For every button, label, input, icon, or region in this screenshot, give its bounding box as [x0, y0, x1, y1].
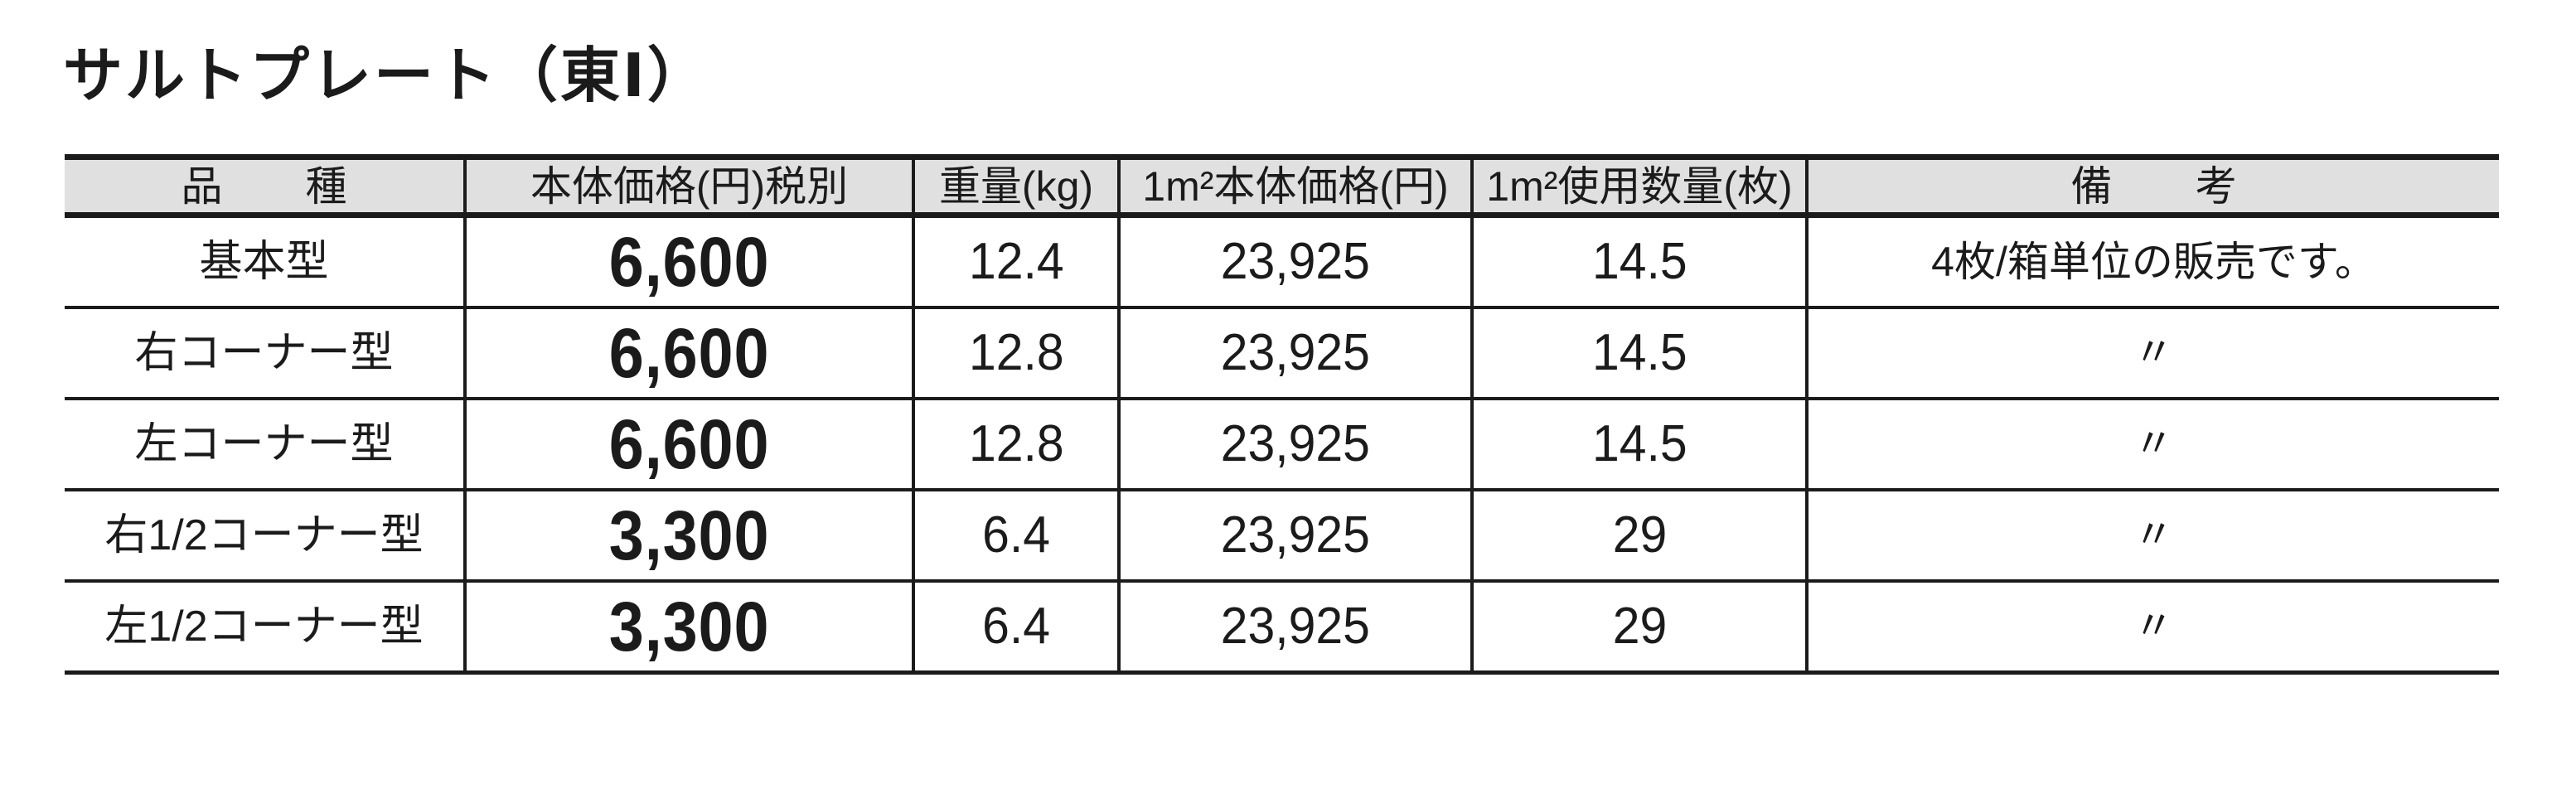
price-value: 6,600 — [608, 314, 770, 392]
weight-cell: 12.8 — [912, 307, 1119, 400]
price-value: 3,300 — [608, 588, 770, 666]
remarks-cell: 4枚/箱単位の販売です。 — [1805, 215, 2499, 309]
col-header-type: 品 種 — [65, 154, 465, 218]
remarks-cell: 〃 — [1805, 490, 2499, 583]
price-value: 6,600 — [608, 223, 770, 301]
pieces-per-sqm-value: 14.5 — [1591, 233, 1687, 290]
table-row: 右コーナー型 6,600 12.8 23,925 14.5 〃 — [65, 307, 2499, 400]
price-per-sqm-cell: 23,925 — [1117, 581, 1472, 675]
remarks-cell: 〃 — [1805, 399, 2499, 491]
pieces-per-sqm-cell: 14.5 — [1470, 307, 1807, 400]
table-row: 基本型 6,600 12.4 23,925 14.5 4枚/箱単位の販売です。 — [65, 215, 2499, 309]
price-cell: 6,600 — [463, 215, 913, 309]
pieces-per-sqm-value: 29 — [1612, 598, 1667, 655]
col-header-pieces-per-sqm: 1m²使用数量(枚) — [1470, 154, 1807, 218]
weight-value: 6.4 — [982, 598, 1050, 655]
weight-value: 6.4 — [982, 506, 1050, 564]
col-header-price-per-sqm: 1m²本体価格(円) — [1117, 154, 1472, 218]
header-row: 品 種 本体価格(円)税別 重量(kg) 1m²本体価格(円) 1m²使用数量(… — [65, 154, 2499, 218]
price-per-sqm-value: 23,925 — [1220, 506, 1371, 564]
weight-cell: 12.4 — [912, 215, 1119, 309]
page-title: サルトプレート（東Ⅰ） — [63, 43, 709, 109]
price-value: 3,300 — [608, 496, 770, 574]
remarks-cell: 〃 — [1805, 307, 2499, 400]
col-header-price: 本体価格(円)税別 — [463, 154, 913, 218]
type-cell: 右コーナー型 — [65, 307, 465, 400]
price-cell: 6,600 — [463, 399, 913, 491]
table-row: 左コーナー型 6,600 12.8 23,925 14.5 〃 — [65, 399, 2499, 491]
price-per-sqm-cell: 23,925 — [1117, 490, 1472, 583]
price-table: 品 種 本体価格(円)税別 重量(kg) 1m²本体価格(円) 1m²使用数量(… — [65, 154, 2499, 675]
pieces-per-sqm-value: 29 — [1612, 506, 1667, 564]
type-cell: 右1/2コーナー型 — [65, 490, 465, 583]
remarks-cell: 〃 — [1805, 581, 2499, 675]
price-cell: 6,600 — [463, 307, 913, 400]
type-cell: 左コーナー型 — [65, 399, 465, 491]
pieces-per-sqm-value: 14.5 — [1591, 324, 1687, 381]
weight-cell: 6.4 — [912, 581, 1119, 675]
price-per-sqm-cell: 23,925 — [1117, 399, 1472, 491]
table-row: 左1/2コーナー型 3,300 6.4 23,925 29 〃 — [65, 581, 2499, 675]
type-cell: 基本型 — [65, 215, 465, 309]
col-header-weight: 重量(kg) — [912, 154, 1119, 218]
price-per-sqm-cell: 23,925 — [1117, 307, 1472, 400]
weight-cell: 12.8 — [912, 399, 1119, 491]
price-per-sqm-value: 23,925 — [1220, 415, 1371, 472]
weight-value: 12.4 — [968, 233, 1064, 290]
weight-cell: 6.4 — [912, 490, 1119, 583]
price-per-sqm-value: 23,925 — [1220, 598, 1371, 655]
pieces-per-sqm-cell: 29 — [1470, 490, 1807, 583]
price-value: 6,600 — [608, 405, 770, 483]
type-cell: 左1/2コーナー型 — [65, 581, 465, 675]
table-row: 右1/2コーナー型 3,300 6.4 23,925 29 〃 — [65, 490, 2499, 583]
price-per-sqm-cell: 23,925 — [1117, 215, 1472, 309]
price-per-sqm-value: 23,925 — [1220, 324, 1371, 381]
price-cell: 3,300 — [463, 581, 913, 675]
col-header-remarks: 備 考 — [1805, 154, 2499, 218]
price-per-sqm-value: 23,925 — [1220, 233, 1371, 290]
weight-value: 12.8 — [968, 415, 1064, 472]
pieces-per-sqm-cell: 14.5 — [1470, 215, 1807, 309]
pieces-per-sqm-value: 14.5 — [1591, 415, 1687, 472]
pieces-per-sqm-cell: 29 — [1470, 581, 1807, 675]
pieces-per-sqm-cell: 14.5 — [1470, 399, 1807, 491]
price-cell: 3,300 — [463, 490, 913, 583]
weight-value: 12.8 — [968, 324, 1064, 381]
